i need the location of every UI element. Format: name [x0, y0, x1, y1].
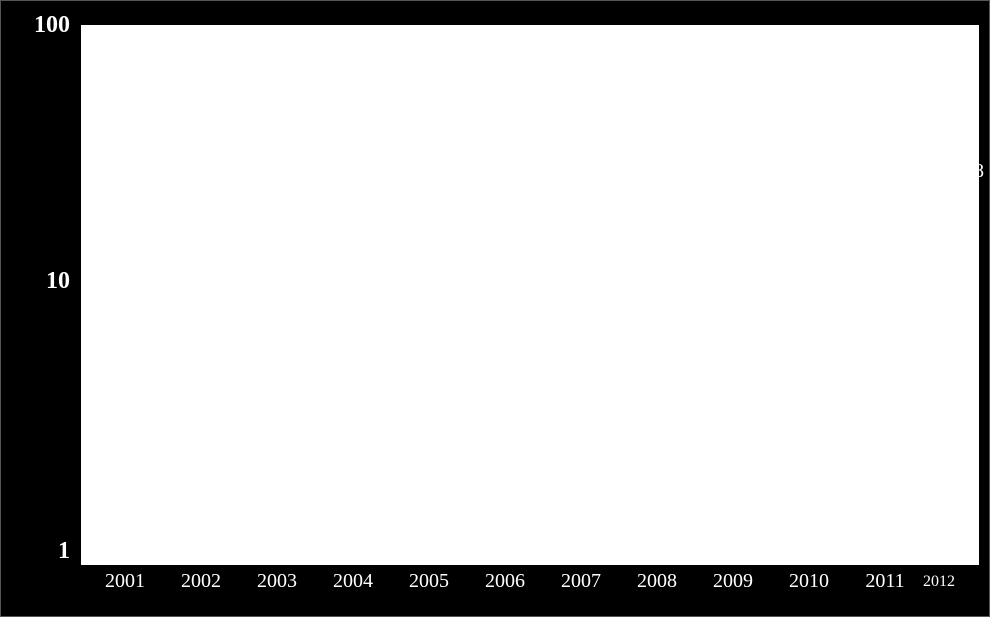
plot-area: [80, 24, 980, 566]
x-tick-label-2006: 2006: [475, 570, 535, 593]
x-tick-label-2003: 2003: [247, 570, 307, 593]
x-tick-label-2008: 2008: [627, 570, 687, 593]
y-tick-label-10: 10: [0, 268, 70, 295]
x-tick-label-2009: 2009: [703, 570, 763, 593]
x-tick-label-2012: 2012: [917, 573, 961, 591]
y-tick-label-100: 100: [0, 12, 70, 39]
x-tick-label-2011: 2011: [855, 570, 915, 593]
x-tick-label-2005: 2005: [399, 570, 459, 593]
x-tick-label-2010: 2010: [779, 570, 839, 593]
x-tick-label-2002: 2002: [171, 570, 231, 593]
x-tick-label-2007: 2007: [551, 570, 611, 593]
x-tick-label-2004: 2004: [323, 570, 383, 593]
y-tick-label-1: 1: [0, 538, 70, 565]
annotation-8: 8: [974, 160, 984, 183]
x-tick-label-2001: 2001: [95, 570, 155, 593]
chart-container: 100 10 1 2001 2002 2003 2004 2005 2006 2…: [0, 0, 990, 617]
